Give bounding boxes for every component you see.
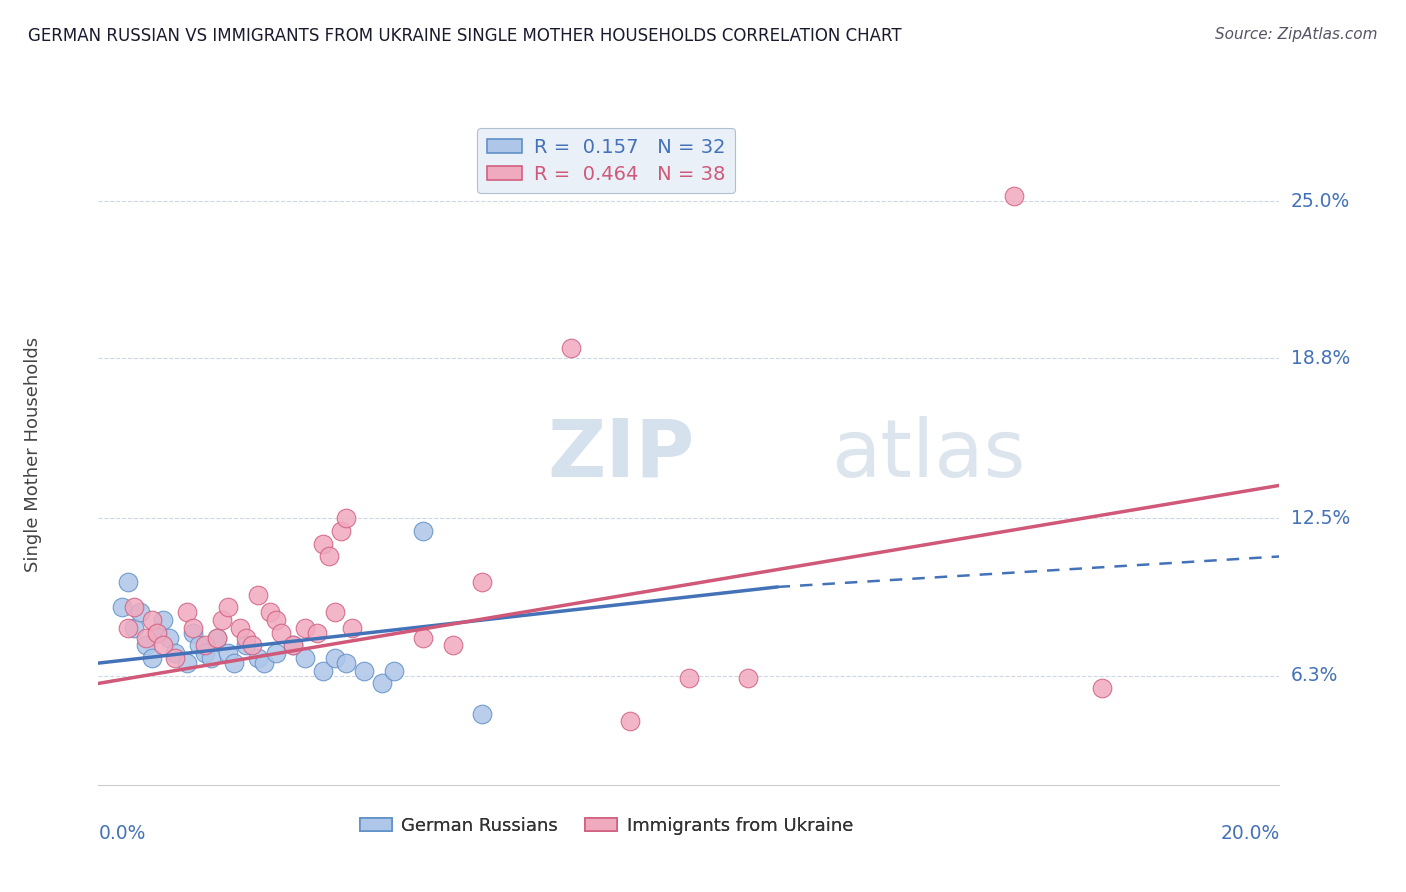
Text: atlas: atlas — [831, 416, 1025, 494]
Point — [312, 537, 335, 551]
Point — [117, 621, 139, 635]
Text: 18.8%: 18.8% — [1291, 349, 1350, 368]
Point — [152, 638, 174, 652]
Point — [122, 621, 145, 635]
Point — [329, 524, 352, 538]
Point — [165, 646, 187, 660]
Point — [111, 600, 134, 615]
Point — [141, 613, 163, 627]
Point — [318, 549, 340, 564]
Point — [240, 638, 263, 652]
Point — [194, 646, 217, 660]
Point — [471, 706, 494, 721]
Text: ZIP: ZIP — [547, 416, 695, 494]
Point — [264, 613, 287, 627]
Point — [141, 651, 163, 665]
Point — [312, 664, 335, 678]
Point — [146, 625, 169, 640]
Point — [335, 511, 357, 525]
Point — [135, 638, 157, 652]
Point — [165, 651, 187, 665]
Point — [335, 656, 357, 670]
Point — [1091, 681, 1114, 696]
Point — [412, 631, 434, 645]
Point — [294, 621, 316, 635]
Point — [194, 638, 217, 652]
Point — [229, 621, 252, 635]
Point — [117, 574, 139, 589]
Point — [441, 638, 464, 652]
Point — [152, 613, 174, 627]
Point — [122, 600, 145, 615]
Point — [211, 613, 233, 627]
Point — [382, 664, 405, 678]
Point — [135, 631, 157, 645]
Legend: German Russians, Immigrants from Ukraine: German Russians, Immigrants from Ukraine — [353, 810, 860, 842]
Point — [205, 631, 228, 645]
Point — [264, 646, 287, 660]
Point — [217, 600, 239, 615]
Point — [128, 605, 150, 619]
Point — [737, 671, 759, 685]
Point — [253, 656, 276, 670]
Point — [235, 638, 257, 652]
Point — [200, 651, 222, 665]
Point — [283, 638, 305, 652]
Point — [176, 605, 198, 619]
Point — [181, 625, 204, 640]
Text: 6.3%: 6.3% — [1291, 666, 1339, 685]
Point — [246, 651, 269, 665]
Point — [187, 638, 209, 652]
Point — [323, 651, 346, 665]
Point — [371, 676, 394, 690]
Text: 0.0%: 0.0% — [98, 824, 146, 843]
Point — [1002, 189, 1025, 203]
Point — [224, 656, 246, 670]
Point — [305, 625, 328, 640]
Text: 25.0%: 25.0% — [1291, 192, 1350, 211]
Point — [560, 341, 582, 355]
Point — [217, 646, 239, 660]
Point — [235, 631, 257, 645]
Point — [246, 588, 269, 602]
Text: 20.0%: 20.0% — [1220, 824, 1279, 843]
Text: Source: ZipAtlas.com: Source: ZipAtlas.com — [1215, 27, 1378, 42]
Point — [678, 671, 700, 685]
Point — [294, 651, 316, 665]
Point — [176, 656, 198, 670]
Point — [283, 638, 305, 652]
Point — [412, 524, 434, 538]
Point — [181, 621, 204, 635]
Text: 12.5%: 12.5% — [1291, 509, 1350, 528]
Point — [471, 574, 494, 589]
Point — [146, 625, 169, 640]
Text: GERMAN RUSSIAN VS IMMIGRANTS FROM UKRAINE SINGLE MOTHER HOUSEHOLDS CORRELATION C: GERMAN RUSSIAN VS IMMIGRANTS FROM UKRAIN… — [28, 27, 901, 45]
Point — [259, 605, 281, 619]
Point — [157, 631, 180, 645]
Point — [323, 605, 346, 619]
Point — [342, 621, 364, 635]
Point — [619, 714, 641, 729]
Point — [270, 625, 292, 640]
Point — [353, 664, 375, 678]
Text: Single Mother Households: Single Mother Households — [24, 337, 42, 573]
Point — [205, 631, 228, 645]
